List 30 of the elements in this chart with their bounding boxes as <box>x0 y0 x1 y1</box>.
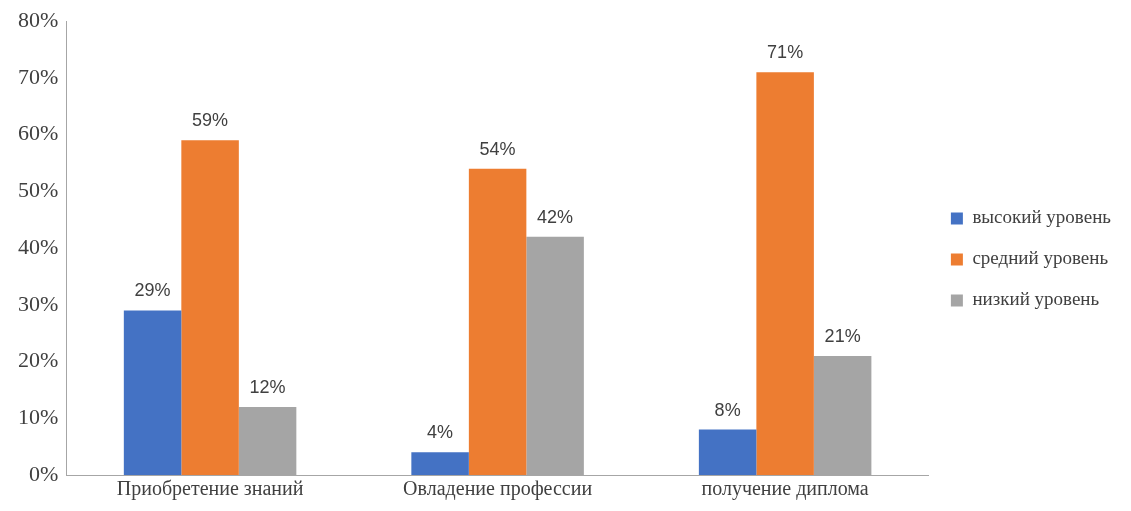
data-label: 42% <box>537 206 574 227</box>
y-tick-label: 0% <box>29 460 59 486</box>
data-label: 12% <box>249 376 286 397</box>
y-tick-label: 30% <box>18 290 59 316</box>
legend-label: низкий уровень <box>972 288 1100 310</box>
data-label: 4% <box>427 422 454 443</box>
x-tick-label: Приобретение знаний <box>116 477 304 501</box>
bar <box>411 452 469 475</box>
bar <box>756 72 814 475</box>
y-tick-label: 50% <box>18 177 59 203</box>
x-tick-label: Овладение профессии <box>403 477 593 501</box>
data-label: 59% <box>192 110 229 131</box>
y-tick-label: 10% <box>18 404 59 430</box>
legend-label: средний уровень <box>972 247 1109 269</box>
y-tick-label: 60% <box>18 120 59 146</box>
data-label: 29% <box>134 280 171 301</box>
y-tick-label: 80% <box>18 6 59 32</box>
bar <box>698 429 757 475</box>
bar <box>468 168 527 475</box>
data-label: 21% <box>824 325 861 346</box>
legend-label: высокий уровень <box>972 206 1112 228</box>
y-tick-label: 20% <box>18 347 59 373</box>
bar <box>123 310 182 475</box>
bar <box>181 140 239 475</box>
y-tick-label: 40% <box>18 233 59 259</box>
data-label: 54% <box>479 138 516 159</box>
y-tick-label: 70% <box>18 63 59 89</box>
data-label: 71% <box>767 42 804 63</box>
data-label: 8% <box>714 399 741 420</box>
x-tick-label: получение диплома <box>701 477 869 501</box>
